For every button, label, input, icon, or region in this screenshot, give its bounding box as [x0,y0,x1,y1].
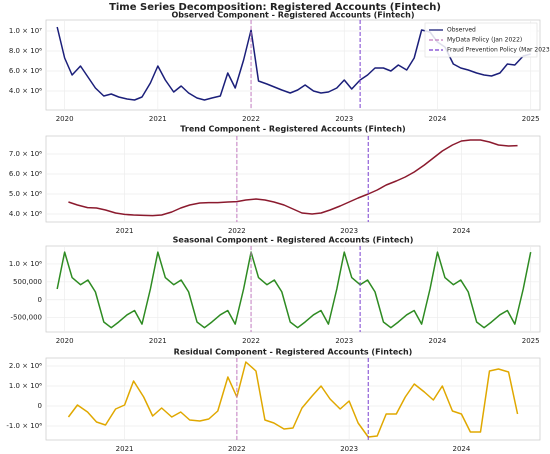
x-tick-label: 2020 [56,337,74,345]
y-tick-label: 4.0 × 10⁶ [9,87,42,95]
x-tick-label: 2025 [522,337,540,345]
y-tick-label: 0 [38,402,42,410]
legend-label: Observed [447,27,476,34]
x-tick-label: 2020 [56,115,74,123]
x-tick-label: 2024 [429,337,447,345]
y-tick-label: -1.0 × 10⁶ [6,422,42,430]
x-tick-label: 2022 [242,337,260,345]
panel-title: Trend Component - Registered Accounts (F… [180,125,405,134]
series-line [67,361,519,438]
y-tick-label: 8.0 × 10⁶ [9,47,42,55]
x-tick-label: 2023 [335,115,353,123]
y-tick-label: -500,000 [11,314,42,322]
x-tick-label: 2021 [149,337,167,345]
y-tick-label: 6.0 × 10⁶ [9,170,42,178]
x-tick-label: 2021 [116,227,134,235]
x-tick-label: 2024 [429,115,447,123]
series-line [68,139,518,217]
legend-label: Fraud Prevention Policy (Mar 2023) [447,47,550,54]
y-tick-label: 2.0 × 10⁶ [9,362,42,370]
x-tick-label: 2024 [452,227,470,235]
panel-title: Residual Component - Registered Accounts… [174,348,413,357]
panel-title: Observed Component - Registered Accounts… [171,11,414,20]
x-tick-label: 2021 [149,115,167,123]
y-tick-label: 1.0 × 10⁶ [9,260,42,268]
panel-title: Seasonal Component - Registered Accounts… [173,236,414,245]
series-line [56,26,531,101]
series-line [56,251,532,329]
x-tick-label: 2021 [116,445,134,453]
x-tick-label: 2023 [340,445,358,453]
y-tick-label: 0 [38,296,42,304]
y-tick-label: 7.0 × 10⁶ [9,150,42,158]
y-tick-label: 4.0 × 10⁶ [9,210,42,218]
legend-label: MyData Policy (Jan 2022) [447,37,522,44]
x-tick-label: 2023 [340,227,358,235]
x-tick-label: 2022 [242,115,260,123]
y-tick-label: 5.0 × 10⁶ [9,190,42,198]
main-title: Time Series Decomposition: Registered Ac… [109,2,441,13]
y-tick-label: 1.0 × 10⁶ [9,382,42,390]
y-tick-label: 6.0 × 10⁶ [9,67,42,75]
y-tick-label: 1.0 × 10⁷ [9,27,42,35]
x-tick-label: 2024 [452,445,470,453]
x-tick-label: 2025 [522,115,540,123]
plot-area [45,135,541,223]
x-tick-label: 2023 [335,337,353,345]
x-tick-label: 2022 [228,227,246,235]
x-tick-label: 2022 [228,445,246,453]
legend: Observed MyData Policy (Jan 2022) Fraud Pr… [424,22,550,58]
legend-box [424,22,538,58]
y-tick-label: 500,000 [13,278,42,286]
